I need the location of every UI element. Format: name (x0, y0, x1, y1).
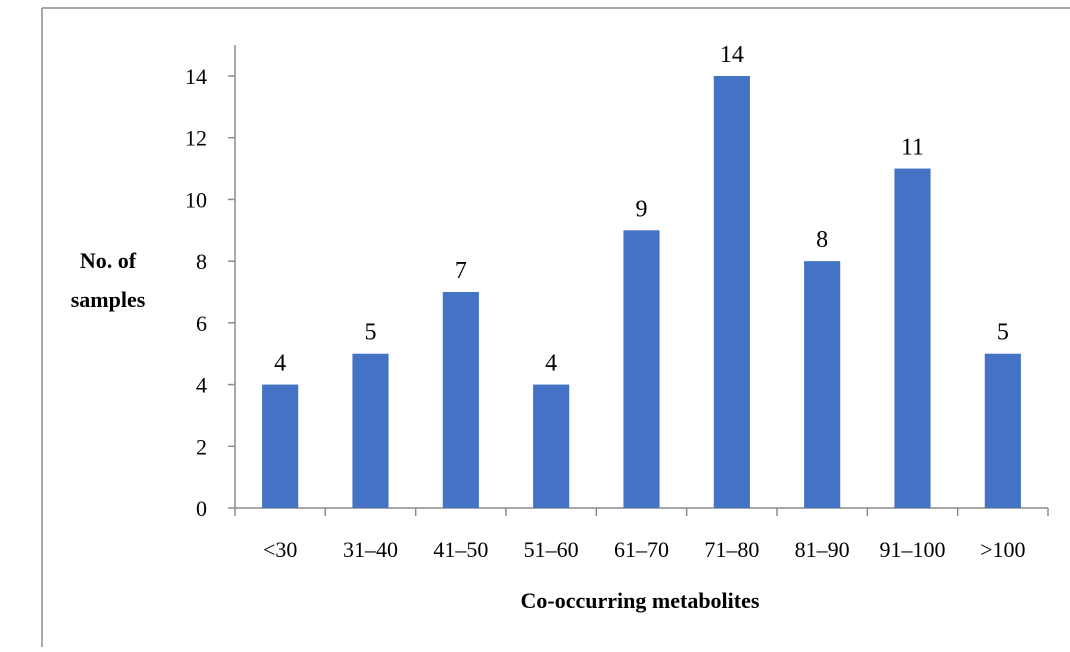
data-label: 11 (901, 135, 924, 161)
y-tick-label: 4 (196, 373, 207, 398)
bar (984, 353, 1021, 508)
x-tick-label: 51–60 (524, 537, 579, 562)
bar (262, 384, 299, 508)
bar (713, 76, 750, 508)
x-tick-label: 61–70 (614, 537, 669, 562)
y-tick-label: 0 (196, 496, 207, 521)
x-tick-label: 71–80 (704, 537, 759, 562)
data-label: 4 (545, 351, 557, 377)
y-axis-title-line-1: No. of (80, 248, 137, 273)
y-tick-label: 10 (185, 187, 207, 212)
x-axis-title: Co-occurring metabolites (521, 588, 760, 613)
data-label: 9 (636, 196, 648, 222)
data-label: 14 (720, 42, 744, 68)
y-tick-label: 12 (185, 126, 207, 151)
bar (894, 168, 931, 509)
data-label: 4 (274, 351, 286, 377)
x-tick-label: 41–50 (433, 537, 488, 562)
data-label: 7 (455, 258, 467, 284)
x-tick-label: 31–40 (343, 537, 398, 562)
y-tick-label: 14 (185, 64, 207, 89)
x-tick-label: >100 (980, 537, 1025, 562)
x-tick-label: 91–100 (880, 537, 946, 562)
bar (352, 353, 389, 508)
y-tick-label: 2 (196, 434, 207, 459)
y-axis-title-line-2: samples (71, 287, 146, 312)
y-tick-label: 8 (196, 249, 207, 274)
data-label: 8 (816, 227, 828, 253)
x-tick-label: <30 (263, 537, 297, 562)
data-label: 5 (365, 320, 377, 346)
data-label: 5 (997, 320, 1009, 346)
bars-group (262, 76, 1021, 509)
labels-group: 4 <30 5 31–40 7 41–50 4 51–60 9 61–70 14 71–80 8 81–9… (263, 42, 1026, 562)
x-tick-label: 81–90 (795, 537, 850, 562)
bar (533, 384, 570, 508)
bar (442, 292, 479, 508)
bar (804, 261, 841, 508)
y-tick-label: 6 (196, 311, 207, 336)
bar (623, 230, 660, 509)
